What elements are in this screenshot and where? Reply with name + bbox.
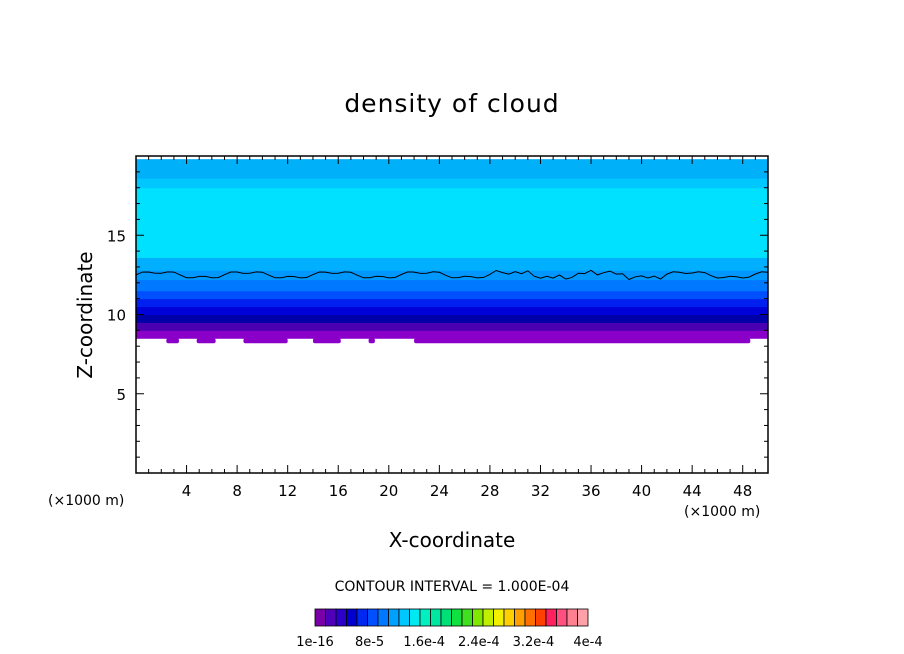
plot-area [136, 159, 768, 344]
colorbar-labels: 1e-16 8e-5 1.6e-4 2.4e-4 3.2e-4 4e-4 [296, 635, 602, 650]
colorbar-swatch [440, 608, 452, 627]
contour-band-7 [136, 270, 768, 281]
colorbar-swatch [398, 608, 410, 627]
x-tick-label: 44 [683, 482, 702, 500]
colorbar-swatch [314, 608, 326, 627]
colorbar-swatch [325, 608, 337, 627]
colorbar-swatch [577, 608, 589, 627]
x-tick-label: 8 [232, 482, 242, 500]
colorbar-swatch [367, 608, 379, 627]
x-tick-label: 28 [480, 482, 499, 500]
colorbar-swatch [535, 608, 547, 627]
y-tick-label: 5 [116, 386, 126, 404]
colorbar-label: 2.4e-4 [458, 635, 500, 650]
colorbar-swatch [419, 608, 431, 627]
colorbar-swatch [524, 608, 536, 627]
contour-band-11 [136, 159, 768, 179]
colorbar-swatch [472, 608, 484, 627]
cloud-base-blob-3 [312, 338, 341, 344]
contour-band-2 [136, 314, 768, 323]
colorbar-swatch [493, 608, 505, 627]
contour-band-9 [136, 187, 768, 258]
contour-interval-text: CONTOUR INTERVAL = 1.000E-04 [335, 579, 570, 595]
colorbar-swatch [503, 608, 515, 627]
colorbar-swatch [482, 608, 494, 627]
x-tick-label: 36 [581, 482, 600, 500]
cloud-base-blob-0 [166, 338, 179, 344]
x-tick-label: 24 [430, 482, 449, 500]
colorbar-swatch [514, 608, 526, 627]
colorbar [314, 608, 589, 627]
colorbar-swatch [566, 608, 578, 627]
chart-title: density of cloud [344, 89, 559, 118]
x-tick-label: 20 [379, 482, 398, 500]
contour-band-8 [136, 257, 768, 271]
x-tick-label: 48 [733, 482, 752, 500]
colorbar-swatch [451, 608, 463, 627]
x-unit-right: (×1000 m) [684, 504, 760, 520]
colorbar-swatch [461, 608, 473, 627]
cloud-base-blob-5 [414, 338, 751, 344]
x-tick-label: 40 [632, 482, 651, 500]
contour-band-6 [136, 279, 768, 292]
contour-band-0 [136, 330, 768, 339]
contour-band-4 [136, 298, 768, 308]
colorbar-swatch [430, 608, 442, 627]
x-tick-label: 32 [531, 482, 550, 500]
colorbar-swatch [388, 608, 400, 627]
colorbar-label: 4e-4 [573, 635, 602, 650]
cloud-base-blob-1 [196, 338, 216, 344]
x-tick-label: 4 [182, 482, 192, 500]
x-tick-label: 16 [329, 482, 348, 500]
contour-band-3 [136, 306, 768, 315]
colorbar-swatch [556, 608, 568, 627]
y-tick-label: 10 [107, 307, 126, 325]
cloud-base-blob-2 [243, 338, 288, 344]
contour-band-5 [136, 290, 768, 300]
colorbar-swatch [409, 608, 421, 627]
x-axis-label: X-coordinate [389, 528, 516, 552]
contour-band-10 [136, 178, 768, 189]
cloud-base-blob-4 [368, 338, 375, 344]
colorbar-label: 3.2e-4 [513, 635, 555, 650]
y-axis-label: Z-coordinate [73, 251, 97, 378]
x-axis: 4 8 12 16 20 24 28 32 36 40 44 48 [135, 156, 769, 500]
x-unit-left: (×1000 m) [48, 493, 124, 509]
colorbar-swatch [335, 608, 347, 627]
colorbar-swatch [356, 608, 368, 627]
colorbar-swatch [377, 608, 389, 627]
y-axis: 5 10 15 [107, 171, 768, 474]
contour-band-1 [136, 322, 768, 331]
colorbar-label: 8e-5 [355, 635, 384, 650]
colorbar-label: 1.6e-4 [403, 635, 445, 650]
colorbar-swatch [545, 608, 557, 627]
x-tick-label: 12 [278, 482, 297, 500]
colorbar-swatch [346, 608, 358, 627]
contour-polyline [135, 269, 769, 281]
colorbar-label: 1e-16 [296, 635, 334, 650]
y-tick-label: 15 [107, 227, 126, 245]
contour-line [135, 269, 769, 281]
